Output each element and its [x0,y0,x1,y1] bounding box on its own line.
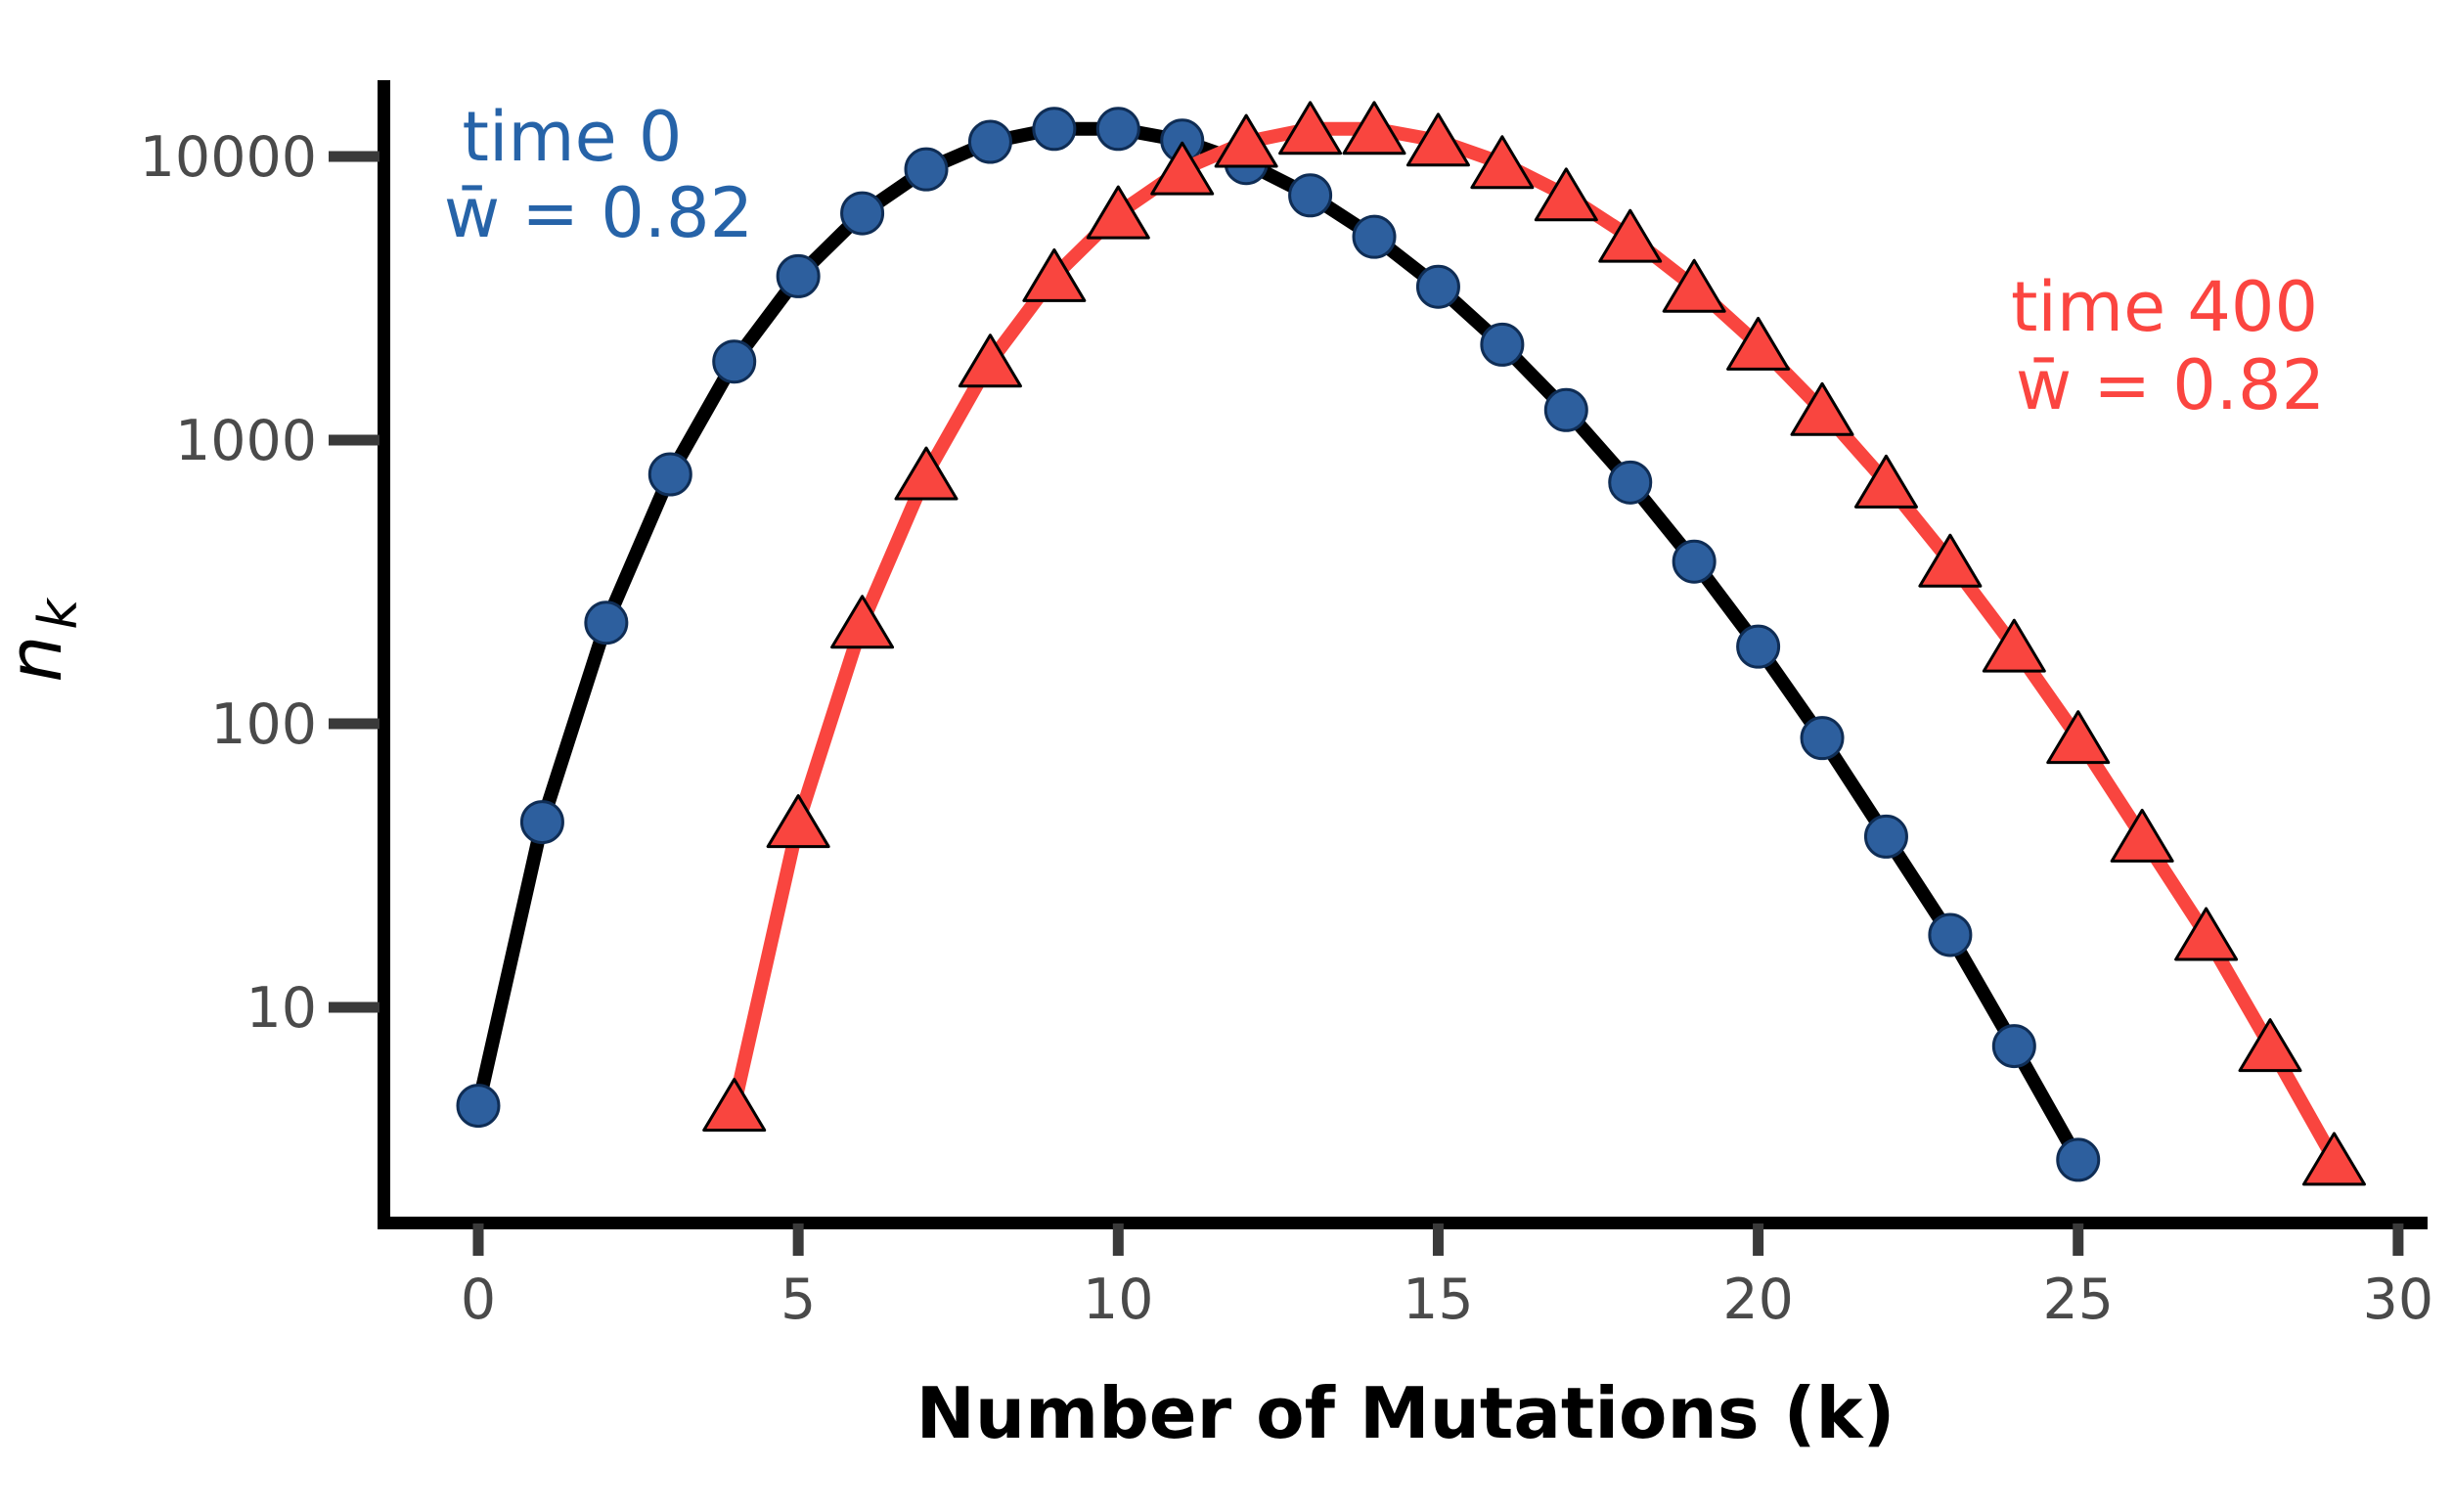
data-point-triangle [1598,208,1663,263]
data-point-triangle [1982,618,2046,673]
data-point-circle [1863,814,1908,859]
y-axis-label-main: n [0,636,78,683]
data-point-circle [1991,1024,2036,1069]
data-point-circle [776,253,821,298]
data-point-circle [1928,912,1973,957]
data-point-circle [1032,107,1077,152]
x-tick [792,1223,804,1256]
data-point-triangle [1214,113,1278,168]
data-point-circle [1736,624,1781,669]
data-point-circle [840,191,885,236]
data-point-circle [1800,716,1845,761]
y-tick-label: 100 [210,692,317,757]
x-tick [1432,1223,1444,1256]
x-tick-label: 5 [780,1267,816,1332]
data-point-triangle [1405,112,1470,167]
data-point-circle [1672,539,1717,584]
data-point-triangle [1853,454,1918,509]
y-tick-label: 10000 [140,125,317,190]
data-point-triangle [1534,167,1598,222]
y-tick-label: 10 [245,976,317,1041]
data-point-triangle [1918,533,1983,588]
data-point-triangle [1790,381,1854,436]
data-point-circle [1288,173,1333,218]
data-point-triangle [1150,141,1215,196]
y-tick-label: 1000 [175,409,317,473]
data-point-circle [904,147,949,192]
data-point-triangle [1342,101,1406,156]
y-axis-label-subscript: k [27,597,89,630]
data-point-triangle [1470,135,1535,190]
x-tick-label: 0 [461,1267,496,1332]
y-tick [329,718,379,730]
x-axis-label: Number of Mutations (k) [916,1372,1896,1454]
y-tick [329,151,379,162]
y-axis-line [378,80,390,1229]
x-tick [2392,1223,2404,1256]
data-point-triangle [2046,710,2111,765]
x-tick [2073,1223,2084,1256]
data-point-circle [2056,1137,2101,1182]
data-point-circle [1095,107,1140,152]
data-point-circle [967,119,1012,164]
data-point-triangle [2301,1132,2366,1186]
x-tick-label: 30 [2363,1267,2434,1332]
x-tick-label: 15 [1403,1267,1474,1332]
y-tick [329,434,379,446]
annotation-time400-line2: w̄ = 0.82 [2016,345,2325,425]
plot-area: 10 100 1000 10000 0 5 10 15 20 25 30 [140,80,2433,1332]
data-point-circle [1543,387,1588,432]
data-point-circle [584,600,629,645]
data-point-triangle [894,446,959,501]
data-point-triangle [2110,808,2174,863]
data-point-triangle [1662,258,1726,313]
x-tick-label: 10 [1083,1267,1154,1332]
y-tick [329,1001,379,1013]
data-point-triangle [830,595,895,649]
data-point-triangle [1726,316,1791,371]
data-point-circle [1608,460,1653,505]
data-point-circle [1480,322,1525,367]
x-tick [472,1223,484,1256]
data-point-triangle [702,1078,767,1133]
series-line-time-400 [727,121,2342,1167]
data-point-triangle [1022,247,1087,302]
annotation-time400-line1: time 400 [2011,267,2318,347]
data-point-triangle [2174,907,2239,961]
x-axis-line [378,1217,2428,1229]
data-point-triangle [1086,185,1150,240]
data-point-triangle [766,794,830,849]
annotation-time0-line2: w̄ = 0.82 [444,173,753,253]
series-line-time-0 [471,121,2085,1167]
x-tick [1753,1223,1764,1256]
annotation-time0-line1: time 0 [463,97,683,177]
data-point-circle [1415,264,1460,309]
x-tick [1112,1223,1124,1256]
data-point-circle [456,1084,501,1129]
data-point-triangle [1278,101,1343,156]
x-tick-label: 20 [1722,1267,1794,1332]
data-point-circle [1352,214,1397,259]
y-axis-label: nk [0,597,89,683]
data-point-triangle [958,334,1022,388]
data-point-circle [647,452,692,497]
data-point-triangle [2238,1018,2302,1073]
data-point-circle [519,800,564,845]
data-point-circle [712,339,757,384]
x-tick-label: 25 [2042,1267,2114,1332]
